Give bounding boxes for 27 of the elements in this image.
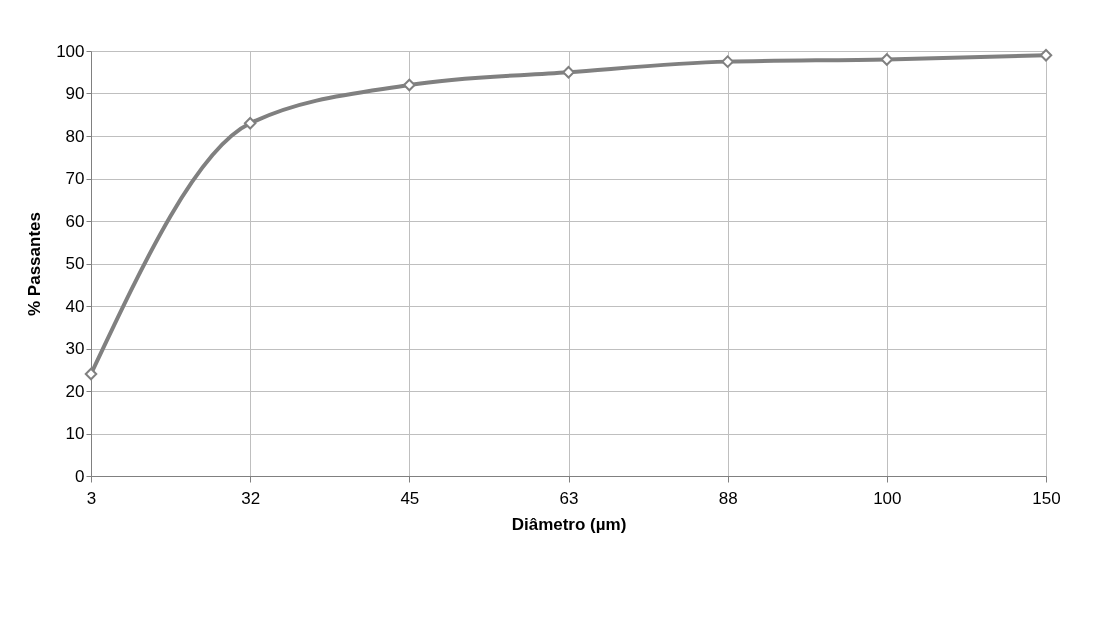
- y-tick-label: 90: [65, 84, 85, 103]
- x-tick-label: 100: [873, 488, 902, 508]
- x-tick-label: 88: [718, 488, 738, 508]
- x-axis-title: Diâmetro (µm): [511, 514, 627, 534]
- point: [880, 53, 894, 66]
- x-tick-label: 63: [559, 488, 579, 508]
- x-tick-label: 150: [1032, 488, 1061, 508]
- y-tick-label: 60: [65, 211, 85, 231]
- y-tick-label: 20: [65, 381, 85, 401]
- y-tick-label: 0: [75, 466, 85, 486]
- y-tick-label: 30: [65, 339, 85, 358]
- x-tick-label: 45: [400, 488, 420, 508]
- x-tick-label: 3: [86, 488, 97, 508]
- point: [403, 78, 416, 92]
- x-tick-label: 32: [241, 488, 261, 508]
- y-axis-title: % Passantes: [25, 212, 45, 316]
- point: [243, 117, 257, 130]
- y-tick-label: 100: [56, 41, 85, 61]
- y-tick-label: 50: [65, 254, 85, 273]
- point: [1039, 49, 1053, 62]
- point: [84, 367, 98, 381]
- y-tick-label: 10: [65, 424, 85, 443]
- y-tick-label: 40: [65, 296, 85, 316]
- y-tick-label: 70: [65, 169, 85, 188]
- point: [721, 55, 734, 68]
- point: [562, 66, 575, 79]
- y-tick-label: 80: [65, 126, 85, 146]
